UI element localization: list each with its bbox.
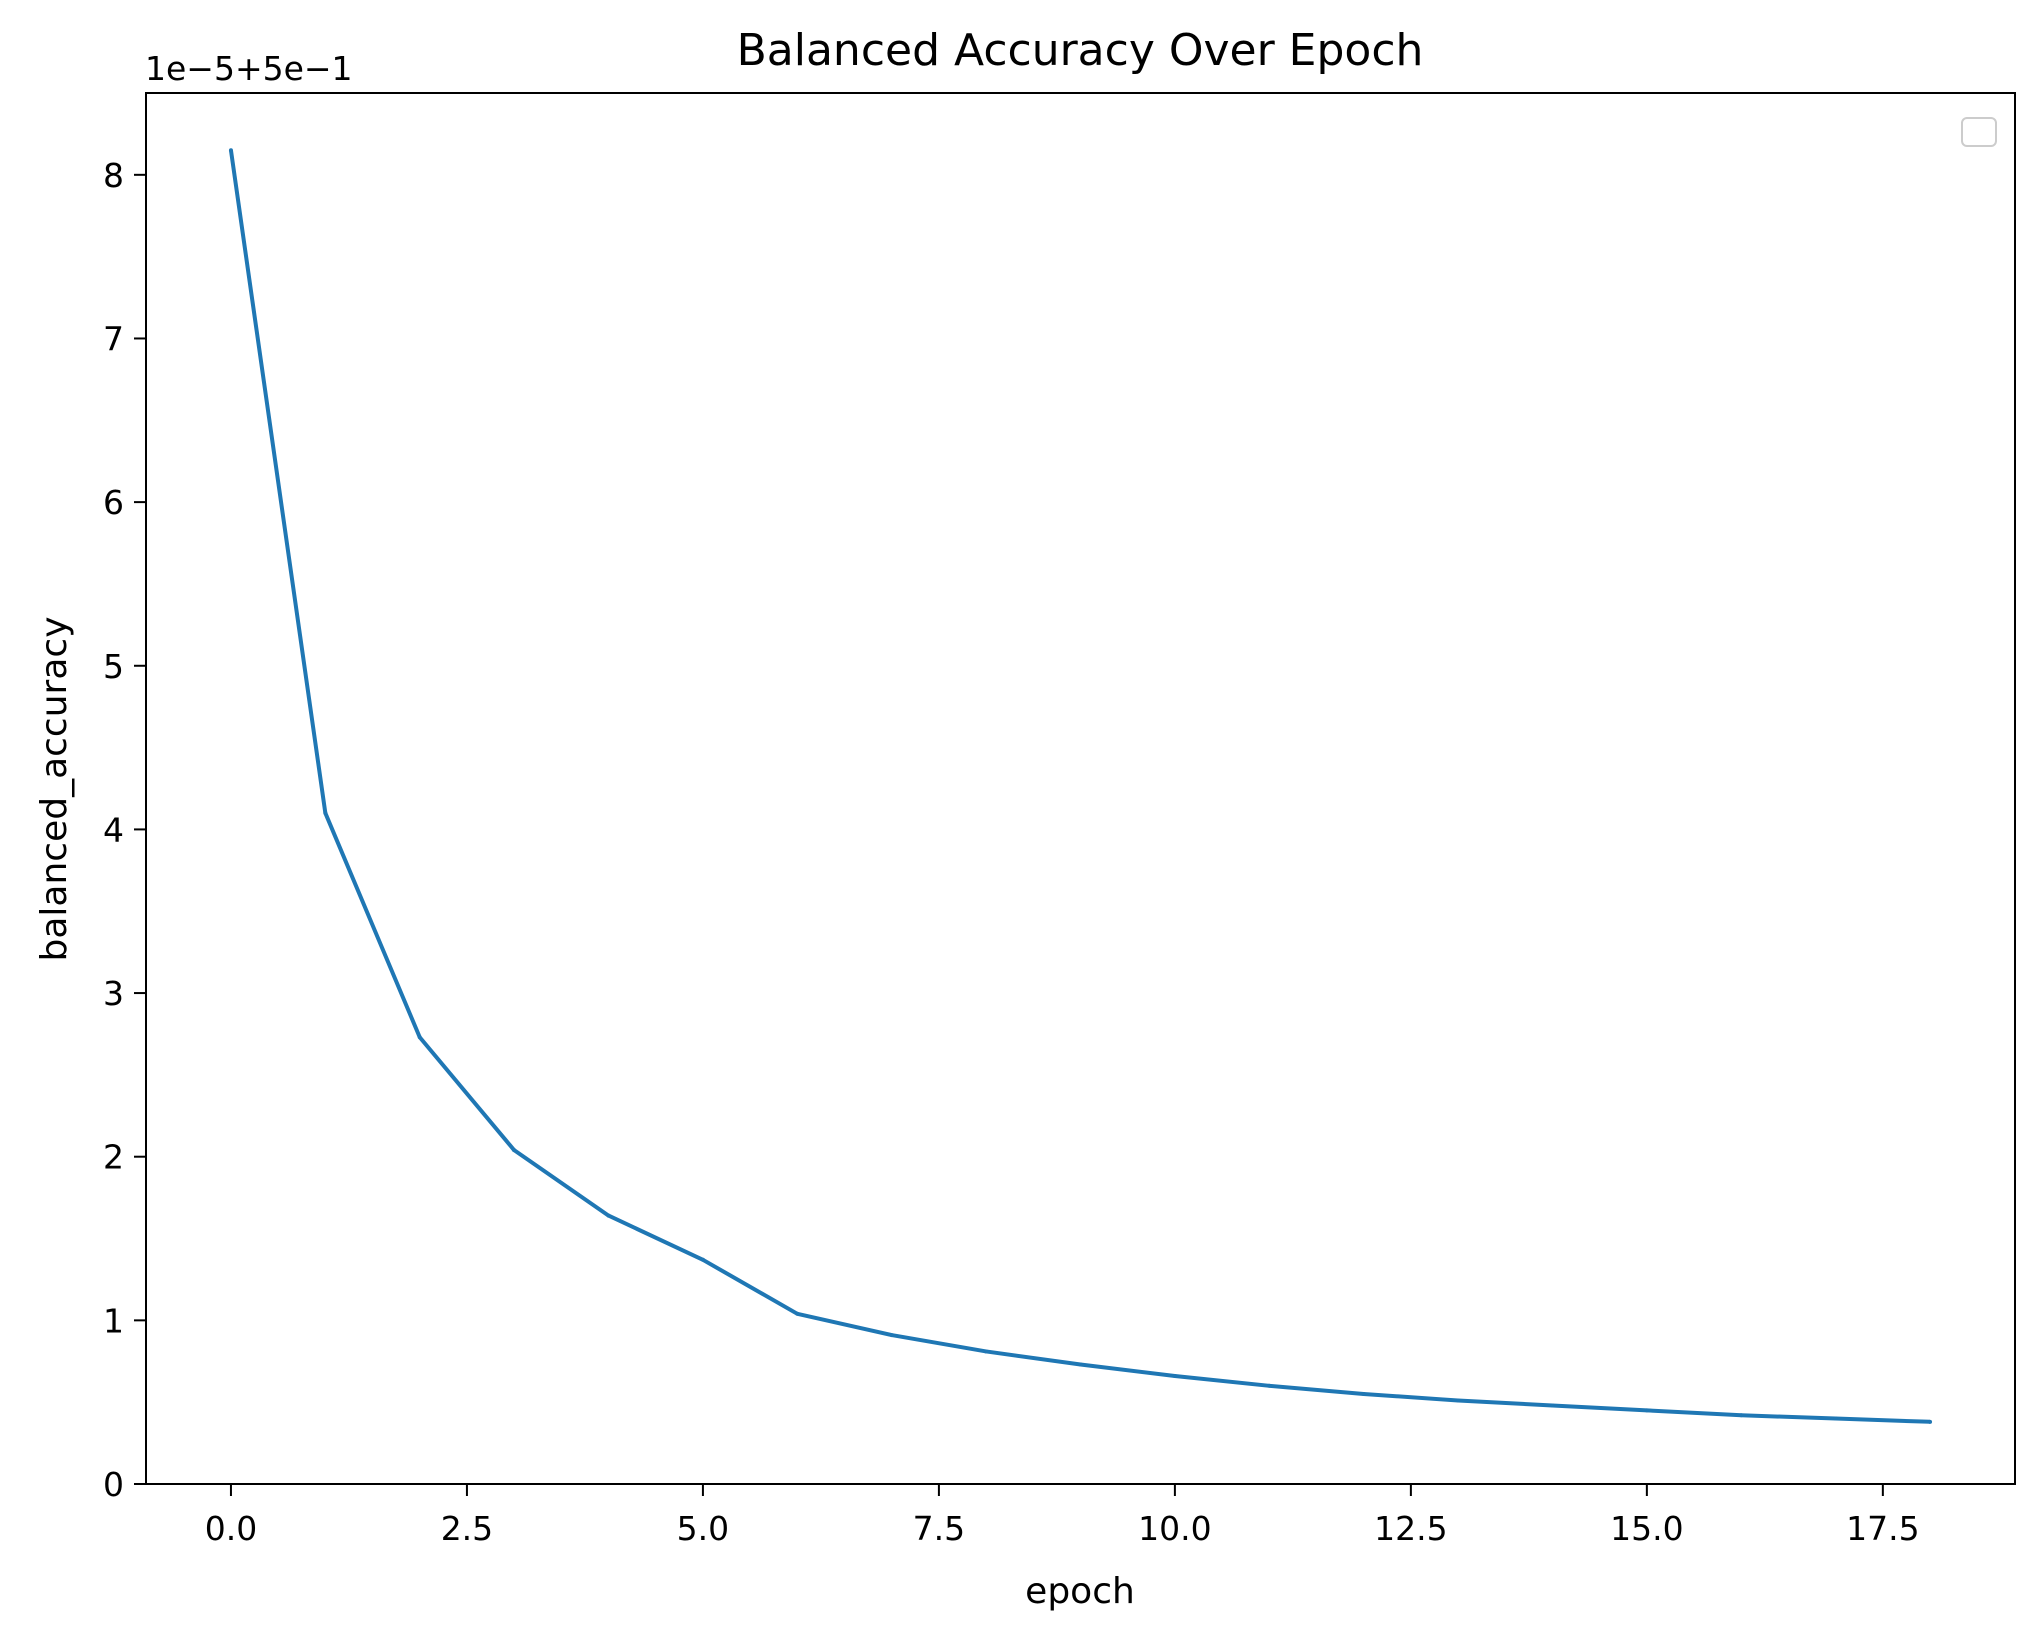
x-tick-label: 7.5 — [913, 1509, 965, 1548]
y-tick-label: 3 — [103, 974, 124, 1013]
data-point — [1361, 1391, 1366, 1396]
data-point — [1550, 1403, 1555, 1408]
x-tick-label: 2.5 — [441, 1509, 493, 1548]
x-tick-label: 12.5 — [1374, 1509, 1447, 1548]
x-tick-label: 15.0 — [1610, 1509, 1683, 1548]
data-point — [700, 1257, 705, 1262]
data-point — [1078, 1362, 1083, 1367]
data-point — [1172, 1373, 1177, 1378]
data-point — [795, 1311, 800, 1316]
data-point — [228, 148, 233, 153]
chart-title: Balanced Accuracy Over Epoch — [737, 25, 1424, 76]
legend-box — [1961, 117, 1997, 147]
y-axis-label: balanced_accuracy — [34, 616, 75, 961]
data-point — [984, 1349, 989, 1354]
data-point — [606, 1213, 611, 1218]
data-point — [323, 811, 328, 816]
y-tick-label: 8 — [103, 156, 124, 195]
x-tick-label: 5.0 — [677, 1509, 729, 1548]
plot-area: 0.0 2.5 5.0 7.5 10.0 12.5 15.0 17.5 0 1 2 3 4 5 6 7 8 — [103, 148, 1933, 1548]
data-point — [1928, 1419, 1933, 1424]
x-tick-label: 0.0 — [205, 1509, 257, 1548]
y-tick-label: 0 — [103, 1465, 124, 1504]
data-point — [512, 1148, 517, 1153]
y-tick-label: 7 — [103, 319, 124, 358]
plot-frame — [145, 92, 2016, 1485]
data-point — [1644, 1408, 1649, 1413]
x-tick-label: 10.0 — [1138, 1509, 1211, 1548]
x-tick-label: 17.5 — [1846, 1509, 1919, 1548]
data-point — [1456, 1398, 1461, 1403]
data-point — [889, 1333, 894, 1338]
y-tick-label: 5 — [103, 647, 124, 686]
data-point — [417, 1035, 422, 1040]
y-tick-label: 1 — [103, 1301, 124, 1340]
y-tick-label: 4 — [103, 810, 124, 849]
y-tick-label: 2 — [103, 1138, 124, 1177]
y-offset-label: 1e−5+5e−1 — [145, 49, 353, 88]
data-point — [1833, 1416, 1838, 1421]
y-tick-label: 6 — [103, 483, 124, 522]
data-point — [1739, 1413, 1744, 1418]
x-axis-label: epoch — [1025, 1571, 1135, 1612]
data-point — [1267, 1383, 1272, 1388]
